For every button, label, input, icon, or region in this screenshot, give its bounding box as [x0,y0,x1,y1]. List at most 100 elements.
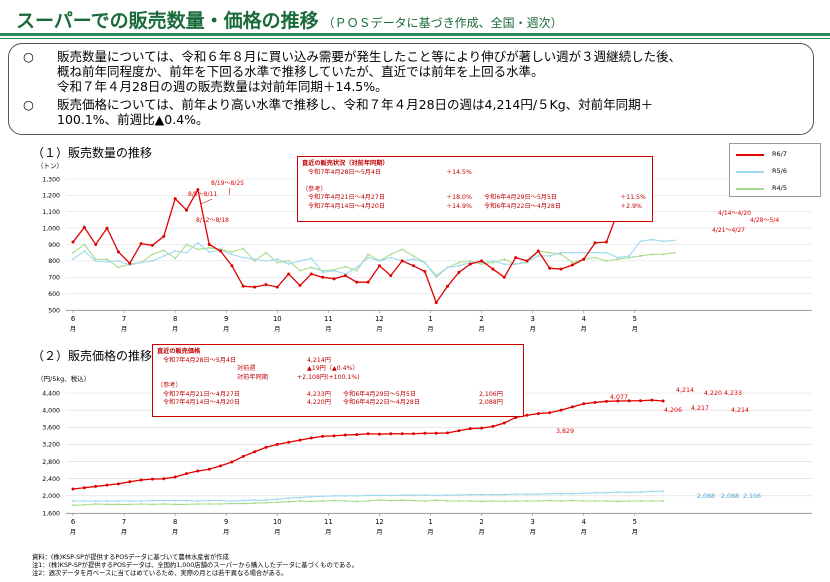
data-point [491,267,495,271]
data-point [321,500,324,502]
data-point [230,253,233,256]
data-point [105,483,109,487]
x-tick-label: 6 [71,315,75,323]
data-point [264,283,268,287]
data-point [208,499,211,502]
data-point [196,503,199,505]
value-label: 4,214 [676,387,694,394]
data-point [593,400,597,404]
data-point [503,263,506,266]
data-point [196,248,199,251]
data-point [628,256,631,259]
data-point [662,500,665,502]
data-point [332,277,336,281]
data-point [83,243,86,246]
data-point [571,492,574,495]
data-point [536,249,540,253]
data-point [412,264,415,268]
data-point [526,500,528,502]
data-point [401,494,404,496]
data-point [412,499,415,502]
data-point [185,499,188,502]
data-point [162,234,166,238]
data-point [582,500,585,502]
data-point [616,399,620,403]
data-point [582,257,586,261]
data-point [502,275,506,279]
info-row: 令和7年4月21日～4月27日 ＋18.0% 令和6年4月29日～5月5日 ＋11.5… [302,194,648,203]
x-tick-label: 10 [273,315,282,323]
data-point [377,264,381,268]
data-point [548,499,551,502]
x-tick-label: 12 [375,518,384,526]
footnote-1: 注1：(株)KSP-SPが提供するPOSデータは、全国約1,000店舗のスーパー… [32,562,358,569]
annotation-label: 8/12～8/18 [196,217,229,224]
data-point [582,492,585,495]
data-point [366,432,370,436]
info-text: 令和6年4月22日～4月28日 [484,202,562,210]
x-tick-suffix: 月 [172,326,178,333]
data-point [639,399,642,403]
data-point [446,494,449,496]
value-label: 4,217 [691,405,709,412]
data-point [333,269,336,272]
data-point [605,259,608,262]
data-point [400,259,404,263]
data-point [298,438,302,442]
info-text: 令和7年4月28日～5月4日 [163,356,237,364]
page-title: スーパーでの販売数量・価格の推移 （ＰＯＳデータに基づき作成、全国・週次） [16,6,563,33]
data-point [333,494,336,497]
data-point [116,250,120,254]
data-point [469,500,472,502]
section-title-price: （２）販売価格の推移 [32,349,153,363]
x-tick-suffix: 月 [376,529,382,536]
data-point [94,259,97,262]
data-point [605,251,608,254]
summary-quantity: ○ 販売数量については、令和６年８月に買い込み需要が発生したこと等により伸びが著… [23,49,801,94]
data-point [276,498,279,501]
data-point [185,251,188,254]
data-point [378,494,381,497]
x-tick-label: 2 [479,315,483,323]
data-point [242,502,245,505]
data-point [219,503,222,505]
data-point [207,243,211,246]
value-label: 2,106 [743,493,761,500]
data-point [309,436,313,440]
data-point [264,499,267,502]
data-point [446,500,449,502]
x-tick-label: 3 [531,315,535,323]
data-point [230,502,233,505]
data-point [140,503,143,505]
data-point [480,263,483,266]
data-point [412,258,415,261]
data-point [389,274,393,278]
data-point [287,500,290,503]
data-point [435,499,438,502]
annotation-leader [228,187,231,196]
data-point [412,494,415,496]
data-point [275,442,279,446]
data-point [457,429,461,433]
info-row: 令和7年4月14日～4月20日 ＋14.9% 令和6年4月22日～4月28日 ＋2.9… [302,203,648,212]
x-tick-suffix: 月 [325,529,331,536]
footnote-source: 資料：(株)KSP-SPが提供するPOSデータに基づいて農林水産省が作成 [32,554,229,561]
y-tick-label: 2,000 [42,493,60,500]
x-tick-label: 7 [122,518,126,526]
data-point [287,259,290,262]
data-point [253,450,257,454]
data-point [276,501,279,504]
data-point [593,241,597,245]
data-point [162,499,165,502]
data-point [423,494,426,496]
data-point [401,499,404,502]
info-row: 令和7年4月28日～5月4日 ＋14.5% [302,169,648,178]
data-point [571,499,574,502]
data-point [310,257,313,260]
summary-line: 100.1%、前週比▲0.4%。 [57,112,209,127]
info-text: 直近の販売状況（対前年同期） [302,160,389,167]
legend-label: R4/5 [772,184,787,192]
data-point [389,499,392,502]
data-point [434,431,438,435]
info-row: 令和7年4月21日～4月27日 4,233円 令和6年4月29日～5月5日 2,106… [157,391,519,400]
